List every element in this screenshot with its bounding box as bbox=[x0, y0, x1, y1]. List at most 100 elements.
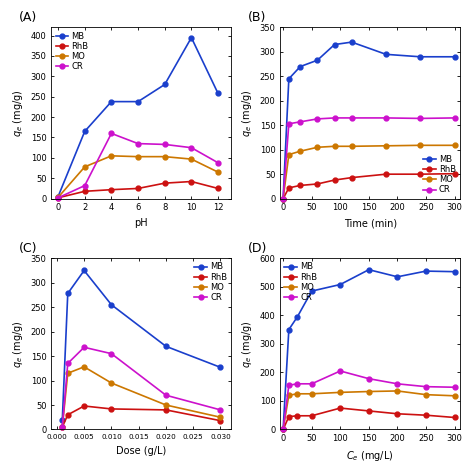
RhB bbox=[280, 427, 286, 432]
MO bbox=[280, 196, 286, 201]
MO bbox=[280, 427, 286, 432]
MO bbox=[286, 152, 292, 157]
RhB bbox=[383, 171, 389, 177]
MO bbox=[423, 392, 429, 398]
Y-axis label: $q_e$ (mg/g): $q_e$ (mg/g) bbox=[11, 89, 25, 137]
MO bbox=[394, 388, 400, 394]
Legend: MB, RhB, MO, CR: MB, RhB, MO, CR bbox=[421, 153, 458, 196]
RhB bbox=[218, 418, 223, 423]
RhB bbox=[81, 403, 87, 409]
RhB bbox=[423, 412, 429, 418]
CR bbox=[59, 424, 65, 430]
CR bbox=[55, 195, 61, 201]
RhB bbox=[82, 189, 88, 194]
Y-axis label: $q_e$ (mg/g): $q_e$ (mg/g) bbox=[240, 89, 254, 137]
Line: RhB: RhB bbox=[281, 171, 457, 201]
MB bbox=[163, 344, 169, 349]
X-axis label: $C_e$ (mg/L): $C_e$ (mg/L) bbox=[346, 449, 394, 463]
CR bbox=[366, 376, 372, 382]
MB bbox=[109, 99, 114, 104]
RhB bbox=[189, 179, 194, 184]
MO bbox=[383, 143, 389, 149]
MB bbox=[332, 42, 337, 47]
RhB bbox=[55, 195, 61, 201]
CR bbox=[309, 381, 315, 387]
CR bbox=[286, 121, 292, 127]
MB bbox=[81, 268, 87, 273]
CR bbox=[135, 141, 141, 146]
Line: CR: CR bbox=[60, 345, 223, 429]
Y-axis label: $q_e$ (mg/g): $q_e$ (mg/g) bbox=[11, 320, 25, 368]
CR bbox=[294, 381, 300, 387]
MO bbox=[332, 144, 337, 149]
Line: MO: MO bbox=[55, 154, 220, 200]
RhB bbox=[59, 424, 65, 430]
MB bbox=[423, 268, 429, 274]
CR bbox=[349, 115, 355, 121]
CR bbox=[280, 196, 286, 201]
RhB bbox=[135, 186, 141, 191]
RhB bbox=[366, 408, 372, 414]
MB bbox=[366, 267, 372, 273]
CR bbox=[218, 407, 223, 413]
MO bbox=[366, 389, 372, 394]
MO bbox=[294, 391, 300, 397]
CR bbox=[163, 392, 169, 398]
CR bbox=[418, 116, 423, 121]
MB bbox=[65, 291, 71, 296]
X-axis label: Time (min): Time (min) bbox=[344, 218, 397, 228]
CR bbox=[109, 351, 114, 356]
RhB bbox=[286, 185, 292, 191]
CR bbox=[423, 384, 429, 390]
MO bbox=[215, 169, 221, 175]
Text: (B): (B) bbox=[248, 11, 266, 24]
RhB bbox=[337, 405, 343, 411]
Text: (C): (C) bbox=[19, 242, 37, 255]
RhB bbox=[418, 171, 423, 177]
RhB bbox=[315, 181, 320, 187]
Line: MO: MO bbox=[281, 389, 457, 432]
CR bbox=[383, 115, 389, 121]
X-axis label: pH: pH bbox=[135, 218, 148, 228]
MB bbox=[82, 128, 88, 134]
MO bbox=[162, 154, 168, 159]
RhB bbox=[294, 413, 300, 419]
MO bbox=[82, 164, 88, 170]
MO bbox=[297, 148, 303, 154]
RhB bbox=[349, 175, 355, 181]
CR bbox=[189, 145, 194, 151]
MB bbox=[59, 417, 65, 422]
CR bbox=[65, 361, 71, 366]
RhB bbox=[215, 186, 221, 191]
MB bbox=[394, 274, 400, 280]
RhB bbox=[163, 407, 169, 413]
Line: MB: MB bbox=[281, 40, 457, 201]
MB bbox=[452, 269, 457, 274]
Legend: MB, RhB, MO, CR: MB, RhB, MO, CR bbox=[54, 30, 90, 73]
CR bbox=[81, 345, 87, 350]
MO bbox=[286, 392, 292, 398]
CR bbox=[162, 142, 168, 147]
MB bbox=[418, 54, 423, 60]
Legend: MB, RhB, MO, CR: MB, RhB, MO, CR bbox=[192, 261, 229, 304]
MB bbox=[286, 76, 292, 82]
MB bbox=[286, 327, 292, 332]
Line: MO: MO bbox=[60, 365, 223, 429]
Line: CR: CR bbox=[281, 369, 457, 432]
Line: CR: CR bbox=[55, 131, 220, 200]
RhB bbox=[394, 411, 400, 417]
RhB bbox=[286, 414, 292, 419]
MB bbox=[109, 302, 114, 308]
MO bbox=[189, 156, 194, 162]
Line: MB: MB bbox=[55, 35, 220, 199]
CR bbox=[280, 427, 286, 432]
CR bbox=[215, 160, 221, 165]
MO bbox=[218, 414, 223, 420]
RhB bbox=[452, 415, 457, 420]
MO bbox=[349, 144, 355, 149]
MB bbox=[162, 82, 168, 87]
Line: RhB: RhB bbox=[55, 179, 220, 200]
MO bbox=[418, 143, 423, 148]
CR bbox=[82, 183, 88, 189]
MB bbox=[218, 365, 223, 370]
